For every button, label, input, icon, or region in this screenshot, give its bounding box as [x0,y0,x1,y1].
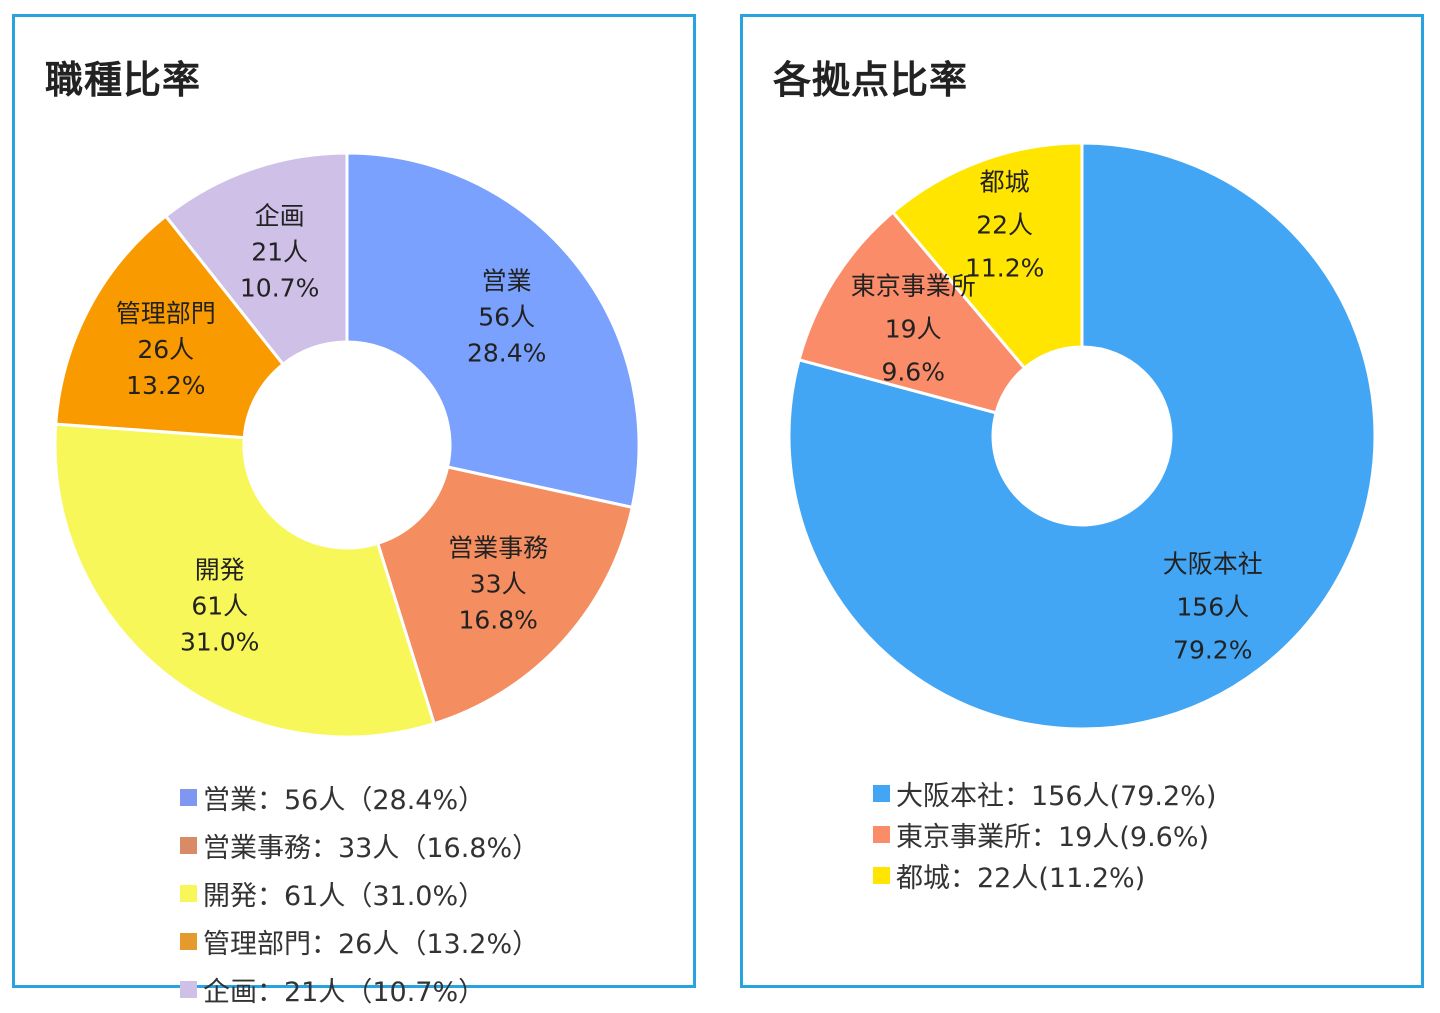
legend-swatch [180,980,197,998]
legend-label: 営業事務：33人（16.8%） [203,832,540,864]
job-type-slice-1 [375,465,635,726]
job-type-slice-label-4-percent: 10.7% [240,273,319,302]
job-type-slice-3 [54,213,286,440]
job-type-slice-label-4-count: 21人 [251,237,308,266]
job-type-slice-2 [53,422,437,739]
location-slice-label-0-percent: 79.2% [1173,636,1252,665]
legend-label: 大阪本社：156人(79.2%) [896,781,1217,812]
location-chart-panel: 各拠点比率 大阪本社 156人 79.2% 東京事業所 19人 9.6% 都城 22人 11.2… [740,14,1424,988]
legend-swatch [180,932,197,950]
job-type-slice-label-1-count: 33人 [470,569,527,598]
legend-label: 都城：22人(11.2%) [896,863,1146,894]
legend-label: 企画：21人（10.7%） [203,976,486,1008]
job-type-slice-label-1-category: 営業事務 [448,533,548,562]
location-chart-title: 各拠点比率 [773,58,969,102]
legend-swatch [180,884,197,902]
job-type-slice-label-0-category: 営業 [482,266,532,295]
legend-item-development: 開発：61人（31.0%） [180,869,539,917]
location-donut-chart: 大阪本社 156人 79.2% 東京事業所 19人 9.6% 都城 22人 11.2% [787,141,1377,731]
location-slice-label-1-percent: 9.6% [881,358,945,387]
job-type-slice-label-3-category: 管理部門 [116,299,216,328]
legend-item-planning: 企画：21人（10.7%） [180,965,539,1013]
job-type-slice-label-0-count: 56人 [478,302,535,331]
legend-label: 東京事業所：19人(9.6%) [896,822,1210,853]
legend-label: 営業：56人（28.4%） [203,784,486,816]
location-slice-label-2-count: 22人 [976,211,1033,240]
legend-item-miyakonojo: 都城：22人(11.2%) [873,855,1216,896]
job-type-chart-title: 職種比率 [45,58,202,102]
location-slice-label-1-count: 19人 [885,315,942,344]
location-slice-label-0-count: 156人 [1176,593,1249,622]
location-slice-0 [787,141,1377,731]
legend-item-tokyo: 東京事業所：19人(9.6%) [873,814,1216,855]
location-legend: 大阪本社：156人(79.2%) 東京事業所：19人(9.6%) 都城：22人(… [873,773,1216,896]
job-type-slice-label-1-percent: 16.8% [458,605,537,634]
location-slice-label-0-category: 大阪本社 [1163,550,1263,579]
legend-swatch [180,836,197,854]
job-type-slice-0 [345,151,641,510]
job-type-chart-panel: 職種比率 営業 56人 28.4% 営業事務 33人 16.8% 開発 61人 31.0% 管理部… [12,14,696,1008]
job-type-donut-chart: 営業 56人 28.4% 営業事務 33人 16.8% 開発 61人 31.0% 管理部門 26人 1… [53,151,641,739]
location-slice-label-2-percent: 11.2% [965,254,1044,283]
job-type-slice-label-3-count: 26人 [137,335,194,364]
legend-item-sales: 営業：56人（28.4%） [180,773,539,821]
location-slice-label-1-category: 東京事業所 [851,272,976,301]
job-type-legend: 営業：56人（28.4%） 営業事務：33人（16.8%） 開発：61人（31.… [180,773,539,1013]
job-type-slice-label-0-percent: 28.4% [467,338,546,367]
job-type-slice-label-2-percent: 31.0% [180,628,259,657]
location-slice-2 [890,141,1084,371]
location-slice-1 [797,210,1027,415]
location-slice-label-2-category: 都城 [980,168,1030,197]
legend-swatch [873,826,890,843]
legend-label: 管理部門：26人（13.2%） [203,928,540,960]
legend-swatch [873,785,890,802]
legend-item-management: 管理部門：26人（13.2%） [180,917,539,965]
job-type-slice-label-3-percent: 13.2% [126,371,205,400]
legend-item-sales-admin: 営業事務：33人（16.8%） [180,821,539,869]
legend-item-osaka: 大阪本社：156人(79.2%) [873,773,1216,814]
job-type-slice-4 [163,151,349,367]
job-type-slice-label-2-count: 61人 [191,592,248,621]
job-type-slice-label-2-category: 開発 [195,556,245,585]
legend-swatch [873,867,890,884]
job-type-slice-label-4-category: 企画 [255,201,305,230]
legend-swatch [180,788,197,806]
legend-label: 開発：61人（31.0%） [203,880,486,912]
